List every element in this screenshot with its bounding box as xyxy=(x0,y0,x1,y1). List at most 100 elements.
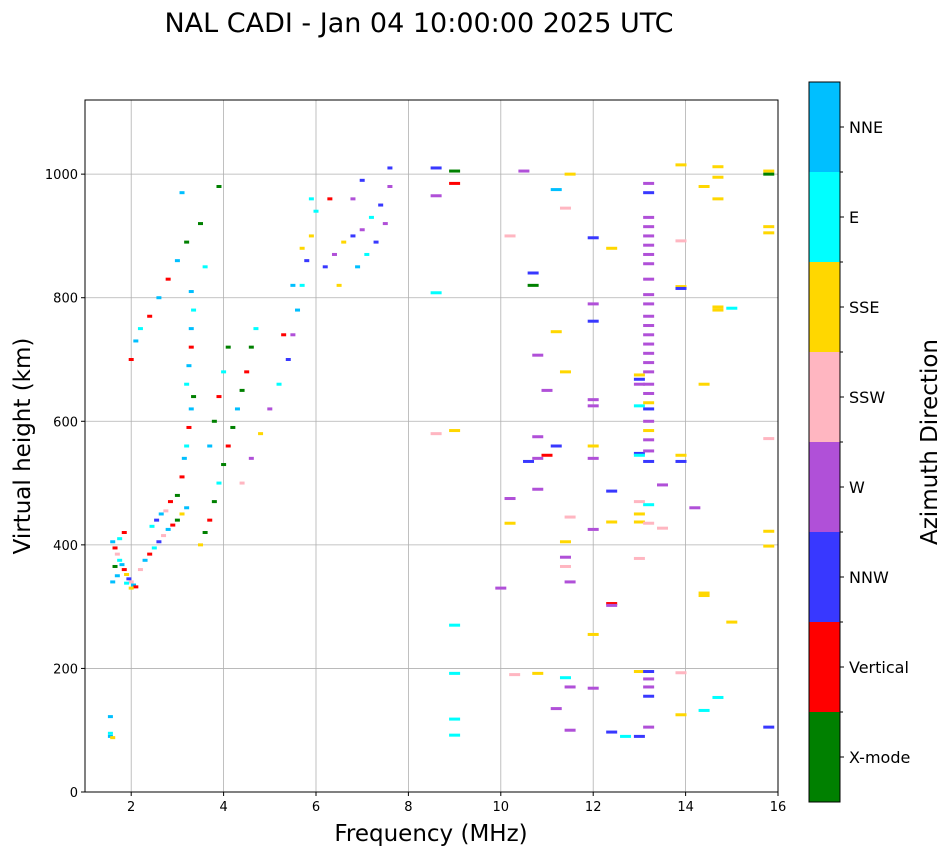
echo-point xyxy=(643,361,655,365)
echo-point xyxy=(128,580,134,584)
echo-point xyxy=(336,283,342,287)
echo-point xyxy=(559,564,571,568)
echo-point xyxy=(587,686,599,690)
echo-point xyxy=(449,623,461,627)
echo-point xyxy=(643,677,655,681)
echo-point xyxy=(675,163,687,167)
echo-point xyxy=(191,395,197,399)
echo-point xyxy=(387,185,393,188)
colorbar-tick-label: E xyxy=(849,208,859,227)
echo-point xyxy=(633,373,645,377)
echo-point xyxy=(181,456,187,460)
colorbar-segment-nne xyxy=(809,82,840,172)
colorbar-segment-sse xyxy=(809,262,840,352)
echo-point xyxy=(449,181,461,185)
echo-point xyxy=(675,713,687,717)
echo-point xyxy=(368,215,374,219)
echo-point xyxy=(430,194,442,198)
echo-point xyxy=(186,364,192,368)
echo-point xyxy=(606,489,618,493)
echo-point xyxy=(698,594,710,598)
echo-point xyxy=(633,404,645,408)
echo-point xyxy=(285,358,291,361)
echo-point xyxy=(112,564,118,568)
x-tick-label: 2 xyxy=(127,800,135,815)
echo-point xyxy=(643,191,655,195)
echo-point xyxy=(587,236,599,240)
echo-point xyxy=(156,296,162,300)
echo-point xyxy=(373,240,379,244)
echo-point xyxy=(763,544,775,548)
echo-point xyxy=(643,302,655,306)
echo-point xyxy=(117,558,123,562)
echo-point xyxy=(355,265,361,269)
echo-point xyxy=(657,483,668,487)
echo-point xyxy=(698,382,710,386)
echo-point xyxy=(174,259,180,263)
echo-point xyxy=(643,342,655,346)
y-tick-label: 600 xyxy=(53,415,78,430)
echo-point xyxy=(281,333,287,337)
echo-point xyxy=(712,197,724,201)
echo-point xyxy=(165,277,171,281)
echo-point xyxy=(147,552,153,556)
y-tick-label: 0 xyxy=(70,786,78,801)
echo-point xyxy=(657,526,668,530)
echo-point xyxy=(230,425,236,429)
echo-point xyxy=(564,515,576,519)
y-tick-label: 800 xyxy=(53,292,78,307)
echo-point xyxy=(216,185,222,188)
echo-point xyxy=(763,529,775,533)
echo-point xyxy=(559,540,571,544)
echo-point xyxy=(239,388,245,392)
echo-point xyxy=(239,481,245,485)
echo-point xyxy=(124,573,130,577)
echo-point xyxy=(564,580,576,584)
echo-point xyxy=(587,456,599,460)
echo-point xyxy=(133,339,139,343)
echo-point xyxy=(509,673,521,677)
echo-point xyxy=(633,453,645,457)
echo-point xyxy=(126,577,132,581)
echo-point xyxy=(107,715,113,719)
echo-point xyxy=(198,543,203,547)
echo-point xyxy=(131,583,137,587)
echo-point xyxy=(359,228,365,232)
echo-point xyxy=(550,188,562,192)
echo-point xyxy=(726,620,738,624)
echo-point xyxy=(698,185,710,188)
echo-point xyxy=(110,736,116,740)
echo-point xyxy=(532,353,544,357)
echo-point xyxy=(643,401,655,405)
echo-point xyxy=(643,277,655,281)
echo-point xyxy=(350,197,356,201)
echo-point xyxy=(179,191,185,195)
echo-point xyxy=(161,534,167,538)
echo-point xyxy=(299,246,305,250)
echo-point xyxy=(188,327,194,331)
echo-point xyxy=(121,531,127,534)
echo-point xyxy=(643,181,655,185)
echo-point xyxy=(675,453,687,457)
y-axis-ticks: 0 200 400 600 800 1000 xyxy=(45,168,85,801)
colorbar-tick-label: SSE xyxy=(849,298,879,317)
echo-point xyxy=(248,456,254,460)
echo-point xyxy=(207,518,213,522)
echo-point xyxy=(633,451,645,455)
echo-point xyxy=(107,731,113,735)
echo-point xyxy=(527,271,539,275)
echo-point xyxy=(308,234,314,238)
echo-point xyxy=(532,671,544,675)
echo-point xyxy=(675,671,687,675)
echo-point xyxy=(449,717,461,721)
colorbar-tick-label: X-mode xyxy=(849,748,910,767)
echo-point xyxy=(633,520,645,524)
echo-point xyxy=(550,707,562,711)
echo-point xyxy=(633,556,645,560)
echo-point xyxy=(712,175,724,179)
echo-point xyxy=(121,568,127,572)
echo-point xyxy=(518,169,530,173)
echo-point xyxy=(504,497,516,501)
echo-point xyxy=(643,725,655,729)
echo-point xyxy=(698,591,710,595)
